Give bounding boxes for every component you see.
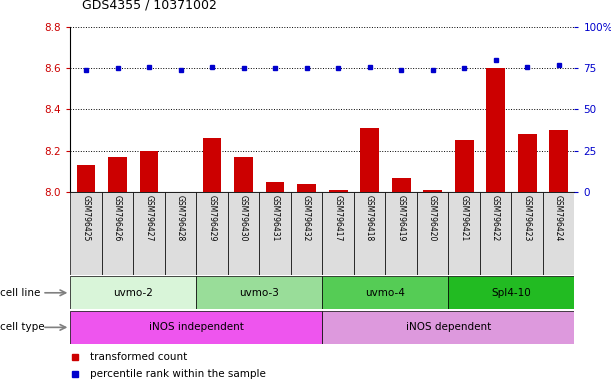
Text: uvmo-2: uvmo-2 [113, 288, 153, 298]
FancyBboxPatch shape [448, 192, 480, 275]
Text: iNOS dependent: iNOS dependent [406, 322, 491, 333]
FancyBboxPatch shape [291, 192, 323, 275]
Text: GDS4355 / 10371002: GDS4355 / 10371002 [82, 0, 218, 12]
Text: uvmo-4: uvmo-4 [365, 288, 405, 298]
FancyBboxPatch shape [70, 276, 196, 309]
FancyBboxPatch shape [386, 192, 417, 275]
Bar [329, 190, 348, 192]
Text: cell type: cell type [0, 322, 45, 333]
Text: GSM796422: GSM796422 [491, 195, 500, 242]
Bar [392, 177, 411, 192]
Text: percentile rank within the sample: percentile rank within the sample [90, 369, 266, 379]
FancyBboxPatch shape [323, 311, 574, 344]
Text: GSM796431: GSM796431 [271, 195, 280, 242]
FancyBboxPatch shape [323, 192, 354, 275]
Text: GSM796428: GSM796428 [176, 195, 185, 242]
Text: GSM796421: GSM796421 [459, 195, 469, 242]
Bar [203, 138, 221, 192]
Text: GSM796426: GSM796426 [113, 195, 122, 242]
Bar [139, 151, 158, 192]
FancyBboxPatch shape [354, 192, 386, 275]
Bar [297, 184, 316, 192]
FancyBboxPatch shape [102, 192, 133, 275]
Bar [549, 130, 568, 192]
FancyBboxPatch shape [543, 192, 574, 275]
Bar [486, 68, 505, 192]
Bar [518, 134, 536, 192]
Text: GSM796429: GSM796429 [208, 195, 216, 242]
FancyBboxPatch shape [70, 311, 323, 344]
FancyBboxPatch shape [133, 192, 165, 275]
Text: GSM796419: GSM796419 [397, 195, 406, 242]
Text: iNOS independent: iNOS independent [149, 322, 244, 333]
Text: GSM796418: GSM796418 [365, 195, 374, 242]
Bar [234, 157, 253, 192]
FancyBboxPatch shape [323, 276, 448, 309]
Text: GSM796430: GSM796430 [239, 195, 248, 242]
Text: GSM796432: GSM796432 [302, 195, 311, 242]
Text: GSM796424: GSM796424 [554, 195, 563, 242]
Text: GSM796425: GSM796425 [81, 195, 90, 242]
Bar [455, 141, 474, 192]
Text: GSM796417: GSM796417 [334, 195, 343, 242]
Text: transformed count: transformed count [90, 352, 188, 362]
FancyBboxPatch shape [228, 192, 259, 275]
Bar [108, 157, 127, 192]
FancyBboxPatch shape [70, 192, 102, 275]
FancyBboxPatch shape [511, 192, 543, 275]
Text: GSM796420: GSM796420 [428, 195, 437, 242]
FancyBboxPatch shape [259, 192, 291, 275]
FancyBboxPatch shape [417, 192, 448, 275]
FancyBboxPatch shape [448, 276, 574, 309]
Bar [76, 165, 95, 192]
FancyBboxPatch shape [196, 192, 228, 275]
Text: cell line: cell line [0, 288, 40, 298]
Text: GSM796423: GSM796423 [522, 195, 532, 242]
Bar [360, 128, 379, 192]
Text: uvmo-3: uvmo-3 [240, 288, 279, 298]
FancyBboxPatch shape [196, 276, 323, 309]
FancyBboxPatch shape [480, 192, 511, 275]
Bar [266, 182, 285, 192]
Text: Spl4-10: Spl4-10 [491, 288, 531, 298]
Text: GSM796427: GSM796427 [145, 195, 153, 242]
Bar [423, 190, 442, 192]
FancyBboxPatch shape [165, 192, 196, 275]
